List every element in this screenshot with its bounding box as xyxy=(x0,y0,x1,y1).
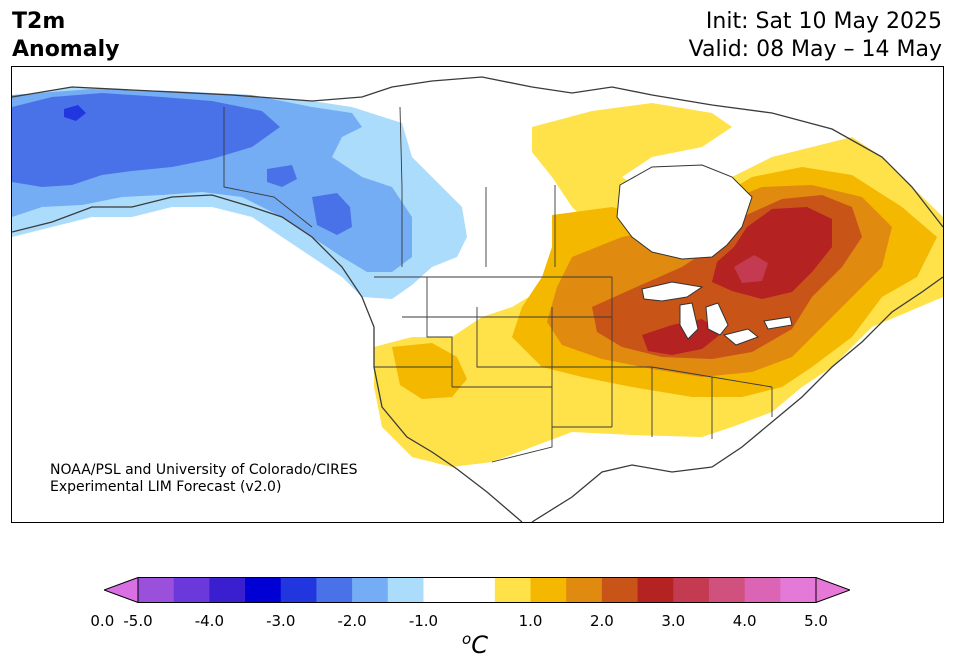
anomaly-warm-red-lakes xyxy=(642,319,722,355)
units-label: oC xyxy=(462,630,488,659)
great-lakes xyxy=(641,281,793,346)
valid-range: Valid: 08 May – 14 May xyxy=(688,37,942,62)
colorbar-tick-label: 3.0 xyxy=(661,612,686,630)
colorbar-cell xyxy=(352,577,389,603)
colorbar-tick-label: -1.0 xyxy=(408,612,439,630)
colorbar-cell xyxy=(423,577,460,603)
colorbar-cell xyxy=(245,577,282,603)
anomaly-warm-peak xyxy=(734,255,768,283)
credit-line-2: Experimental LIM Forecast (v2.0) xyxy=(50,479,282,495)
coastlines xyxy=(12,76,943,522)
colorbar-cell xyxy=(494,577,532,603)
colorbar-cell xyxy=(673,577,710,603)
colorbar-tick-label: 5.0 xyxy=(804,612,828,630)
anomaly-map: NOAA/PSL and University of Colorado/CIRE… xyxy=(11,66,944,523)
anomaly-cold-strong-bc xyxy=(312,193,352,235)
anomaly-cold-strong-yukon xyxy=(267,165,297,187)
colorbar-tick-label: 4.0 xyxy=(732,612,757,630)
colorbar-tick-label: 2.0 xyxy=(589,612,614,630)
colorbar-cell xyxy=(280,577,317,603)
colorbar-cell xyxy=(316,577,353,603)
kind-label: Anomaly xyxy=(12,37,120,62)
anomaly-warm-gold-sw xyxy=(392,343,467,399)
map-title: T2m Anomaly xyxy=(12,8,119,64)
colorbar-cell xyxy=(601,577,639,603)
anomaly-cold-core xyxy=(64,105,86,121)
colorbar-cells xyxy=(138,577,817,603)
colorbar-cell xyxy=(744,577,781,603)
colorbar-tick-label: 1.0 xyxy=(518,612,543,630)
colorbar-cell xyxy=(387,577,424,603)
colorbar-tick-label: 0.0 xyxy=(90,612,115,630)
colorbar-tick-label: -3.0 xyxy=(266,612,296,630)
units-letter: C xyxy=(471,631,488,659)
colorbar-tick-label: -5.0 xyxy=(123,612,153,630)
colorbar-under-arrow xyxy=(104,577,139,603)
colorbar-tick-label: -4.0 xyxy=(194,612,224,630)
colorbar-cell xyxy=(173,577,210,603)
map-canvas: NOAA/PSL and University of Colorado/CIRE… xyxy=(12,67,943,522)
credit-line-1: NOAA/PSL and University of Colorado/CIRE… xyxy=(50,462,358,478)
variable-label: T2m xyxy=(12,9,66,34)
colorbar-cell xyxy=(566,577,603,603)
units-degree: o xyxy=(462,630,472,648)
colorbar-cell xyxy=(708,577,746,603)
colorbar xyxy=(104,577,850,603)
colorbar-cell xyxy=(209,577,246,603)
colorbar-cell xyxy=(459,577,496,603)
hudson-bay xyxy=(616,164,753,260)
colorbar-over-arrow xyxy=(815,577,850,603)
colorbar-tick-label: -2.0 xyxy=(337,612,367,630)
political-boundaries xyxy=(223,106,773,463)
colorbar-cell xyxy=(530,577,567,603)
colorbar-cell xyxy=(637,577,674,603)
colorbar-cell xyxy=(138,577,175,603)
colorbar-outline xyxy=(137,577,817,603)
credit-text: NOAA/PSL and University of Colorado/CIRE… xyxy=(50,462,358,496)
init-date: Init: Sat 10 May 2025 xyxy=(705,9,942,34)
colorbar-cell xyxy=(780,577,817,603)
forecast-dates: Init: Sat 10 May 2025 Valid: 08 May – 14… xyxy=(689,8,942,64)
